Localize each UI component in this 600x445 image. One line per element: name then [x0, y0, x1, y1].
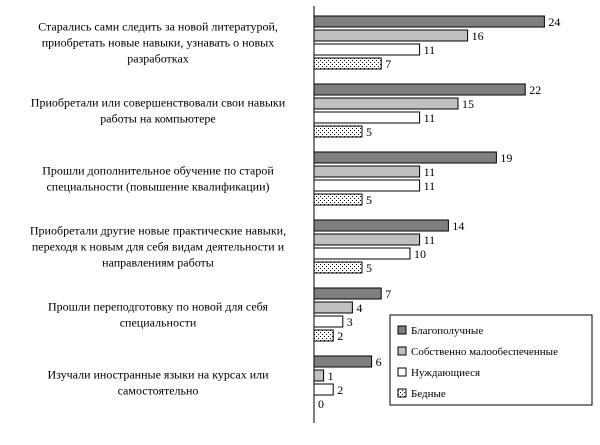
value-label: 5 — [366, 261, 372, 275]
legend-item: Благополучные — [411, 325, 483, 337]
bar — [313, 83, 526, 96]
legend-frame — [389, 314, 593, 406]
legend-item: Нуждающиеся — [411, 367, 480, 379]
category-label: Старались сами следить за новой литерату… — [38, 20, 278, 66]
value-label: 7 — [385, 57, 391, 71]
bar — [313, 97, 459, 110]
value-label: 11 — [424, 43, 436, 57]
legend: Благополучные Собственно малообеспеченные… — [389, 314, 593, 406]
value-label: 4 — [356, 301, 362, 315]
bar — [313, 165, 421, 178]
bar — [313, 57, 382, 70]
value-label: 5 — [366, 193, 372, 207]
value-label: 2 — [337, 383, 343, 397]
value-label: 14 — [452, 219, 464, 233]
value-label: 5 — [366, 125, 372, 139]
bar — [313, 193, 363, 206]
bar — [313, 247, 411, 260]
legend-item: Собственно малообеспеченные — [411, 346, 558, 358]
value-label: 24 — [548, 15, 560, 29]
value-label: 0 — [318, 397, 324, 411]
bar — [313, 151, 497, 164]
category-label: Прошли переподготовку по новой для себя с… — [48, 300, 269, 330]
value-label: 11 — [424, 233, 436, 247]
value-label: 3 — [347, 315, 353, 329]
value-label: 10 — [414, 247, 426, 261]
value-label: 15 — [462, 97, 474, 111]
bar — [313, 233, 421, 246]
value-label: 7 — [385, 287, 391, 301]
bar — [313, 29, 469, 42]
value-label: 2 — [337, 329, 343, 343]
bar — [313, 329, 334, 342]
bar — [313, 179, 421, 192]
value-label: 22 — [529, 83, 541, 97]
value-label: 11 — [424, 111, 436, 125]
category-label: Изучали иностранные языки на курсах или с… — [47, 368, 269, 398]
legend-swatch — [397, 346, 407, 356]
value-label: 1 — [328, 369, 334, 383]
bar — [313, 261, 363, 274]
bar — [313, 301, 353, 314]
bar — [313, 43, 421, 56]
bar — [313, 15, 545, 28]
category-labels: Старались сами следить за новой литерату… — [30, 20, 286, 398]
bar — [313, 383, 334, 396]
category-label: Прошли дополнительное обучение по старой… — [42, 164, 274, 194]
value-label: 16 — [472, 29, 484, 43]
bar — [313, 219, 449, 232]
category-label: Приобретали или совершенствовали свои на… — [31, 96, 286, 126]
legend-swatch — [397, 367, 407, 377]
bar — [313, 125, 363, 138]
bar — [313, 111, 421, 124]
category-label: Приобретали другие новые практические на… — [30, 224, 286, 270]
legend-swatch — [397, 325, 407, 335]
bar — [313, 369, 325, 382]
value-label: 11 — [424, 165, 436, 179]
bar — [313, 287, 382, 300]
value-label: 6 — [376, 355, 382, 369]
bar — [313, 315, 344, 328]
value-label: 11 — [424, 179, 436, 193]
legend-item: Бедные — [411, 388, 446, 400]
value-label: 19 — [500, 151, 512, 165]
bar — [313, 355, 373, 368]
legend-swatch — [397, 388, 407, 398]
